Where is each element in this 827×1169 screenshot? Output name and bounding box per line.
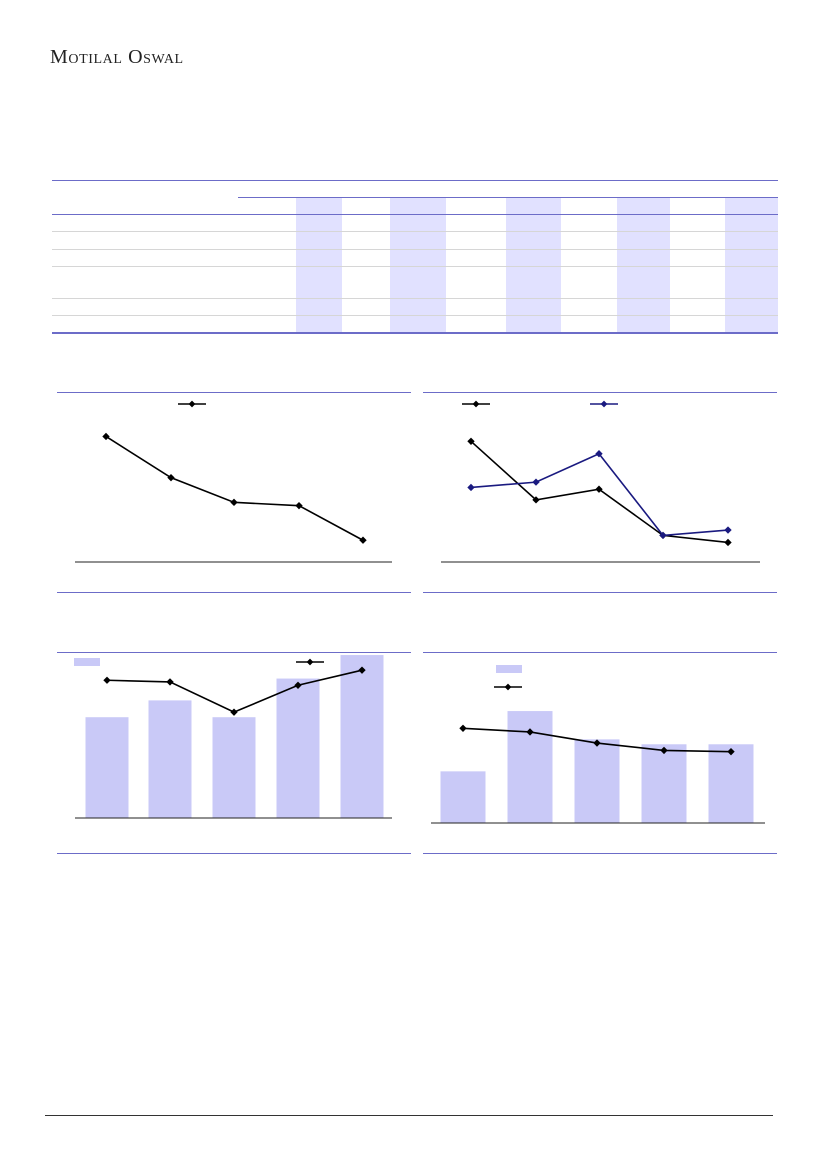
chart2-series2-point [724, 526, 732, 534]
chart1-series1-point [359, 536, 367, 544]
chart2-series1-legend-marker [472, 400, 480, 408]
table-row-divider [52, 249, 778, 250]
chart1-series1-point [295, 501, 303, 510]
table-row-divider [52, 298, 778, 299]
chart4-bottom-rule [423, 853, 777, 854]
chart2-series1-point [595, 485, 603, 493]
chart2-series1-point [724, 538, 732, 547]
chart4-series2-point [526, 728, 534, 736]
chart2-bottom-rule [423, 592, 777, 593]
table-bottom-rule [52, 332, 778, 334]
chart2-series1-point [532, 496, 540, 504]
table-highlight-column [617, 198, 670, 332]
chart1-series1-point [230, 498, 238, 507]
table-header-rule [52, 214, 778, 215]
chart1-top-rule [57, 392, 411, 393]
chart4-bar [440, 771, 486, 823]
chart1-bottom-rule [57, 592, 411, 593]
chart2-series2-point [659, 531, 667, 540]
chart1-series1-legend-marker [188, 400, 196, 408]
chart4-series2-point [593, 739, 601, 747]
chart1-series1-point [167, 473, 175, 482]
chart4-bar [574, 739, 620, 823]
chart3-series2-legend-marker [306, 658, 314, 666]
table-highlight-column [506, 198, 561, 332]
chart3-series2-point [358, 666, 366, 674]
chart4-series1-legend-swatch [496, 665, 522, 673]
table-highlight-column [725, 198, 778, 332]
chart4-series2-point [660, 746, 668, 755]
table-row-divider [52, 315, 778, 316]
chart4-series2-legend-marker [504, 683, 512, 691]
chart2-series2-point [532, 478, 540, 486]
chart1-series1-point [102, 432, 110, 441]
table-top-rule [52, 180, 778, 181]
chart3-series2-point [294, 681, 302, 689]
chart4-bar [641, 744, 687, 823]
chart2-top-rule [423, 392, 777, 393]
chart3-series1-legend-swatch [74, 658, 100, 666]
chart3-top-rule [57, 652, 411, 653]
chart4-bar [507, 711, 553, 823]
chart3-bar [340, 655, 384, 818]
footer-rule [45, 1115, 773, 1116]
chart4-top-rule [423, 652, 777, 653]
chart2-series2-point [595, 450, 603, 458]
table-subheader-rule [238, 197, 778, 198]
chart3-bar [276, 678, 320, 818]
chart4-series2-point [727, 747, 735, 756]
table-highlight-column [296, 198, 342, 332]
brand-logo: Motilal Oswal [50, 46, 184, 68]
table-row-divider [52, 231, 778, 232]
chart3-bar [85, 717, 129, 818]
chart4-series2-point [459, 724, 467, 732]
chart3-bar [148, 700, 192, 818]
table-row-divider [52, 266, 778, 267]
table-highlight-column [390, 198, 446, 332]
chart4-bar [708, 744, 754, 823]
chart3-bar [212, 717, 256, 818]
chart3-bottom-rule [57, 853, 411, 854]
chart2-series2-point [467, 483, 475, 492]
chart2-series1-point [467, 437, 475, 445]
